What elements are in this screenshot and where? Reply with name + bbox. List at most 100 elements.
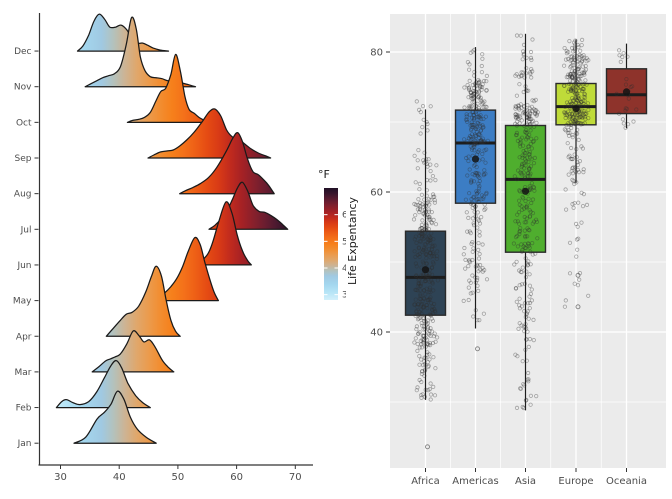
jitter-point [418,338,423,343]
jitter-point [420,104,426,109]
jitter-point [528,155,533,160]
jitter-point [428,250,433,256]
jitter-point [570,177,575,182]
jitter-point [423,355,428,360]
jitter-point [530,221,535,226]
jitter-point [534,108,539,113]
jitter-point [417,330,422,335]
jitter-point [419,225,424,231]
jitter-point [574,180,579,185]
jitter-point [473,126,478,131]
jitter-point [413,336,418,341]
jitter-point [462,245,467,251]
jitter-point [465,119,470,125]
jitter-point [468,50,473,55]
jitter-point [427,357,432,362]
jitter-point [572,181,577,187]
jitter-point [571,98,576,103]
jitter-point [420,259,425,264]
jitter-point [523,398,528,403]
jitter-point [429,265,435,270]
jitter-point [527,152,532,157]
jitter-point [527,116,532,121]
jitter-point [426,207,431,212]
jitter-point [424,119,429,125]
jitter-point [432,243,437,248]
jitter-point [426,238,432,243]
jitter-point [476,114,481,119]
jitter-point [526,115,532,120]
jitter-point [431,384,436,389]
jitter-point [575,120,580,125]
jitter-point [526,377,531,382]
jitter-point [427,312,432,317]
jitter-point [477,93,482,99]
jitter-point [569,75,575,80]
jitter-point [517,303,522,308]
jitter-point [578,61,583,66]
jitter-point [420,369,425,374]
jitter-point [467,78,472,84]
jitter-point [480,85,485,90]
jitter-point [527,208,532,213]
jitter-point [422,362,428,367]
jitter-point [567,130,572,135]
jitter-point [421,117,426,122]
jitter-point [521,111,526,116]
jitter-point [571,114,576,119]
jitter-point [481,125,486,130]
jitter-point [417,377,422,383]
jitter-point [422,207,428,212]
jitter-point [529,136,534,141]
jitter-point [522,161,527,166]
jitter-point [631,119,636,124]
mean-dot [622,88,631,96]
jitter-point [463,197,469,202]
jitter-point [463,266,468,271]
jitter-point [526,227,531,232]
jitter-point [580,108,585,113]
jitter-point [513,235,519,240]
jitter-point [523,157,528,162]
jitter-point [414,273,419,278]
jitter-point [423,203,428,208]
jitter-point [575,167,580,172]
jitter-point [422,235,427,240]
jitter-point [476,135,482,140]
jitter-point [470,290,475,295]
jitter-point [419,232,424,237]
jitter-point [572,281,577,286]
jitter-point [573,42,578,47]
jitter-point [522,220,527,225]
jitter-point [534,113,539,118]
jitter-point [524,108,529,113]
ridge-jan [73,390,157,444]
jitter-point [428,290,433,295]
jitter-point [526,116,532,122]
jitter-point [582,69,587,74]
jitter-point [415,158,420,163]
jitter-point [421,211,426,216]
jitter-point [562,83,567,88]
jitter-point [428,255,433,260]
jitter-point [429,278,434,283]
jitter-point [427,215,432,220]
jitter-point [515,119,520,124]
jitter-point [526,243,531,249]
jitter-point [430,318,436,323]
jitter-point [577,71,582,77]
jitter-point [527,245,532,250]
jitter-point [468,291,473,296]
jitter-point [468,106,473,111]
jitter-point [577,97,582,102]
jitter-point [624,106,629,111]
jitter-point [570,62,575,67]
jitter-point [569,87,574,92]
jitter-point [428,326,433,331]
jitter-point [472,144,477,150]
jitter-point [417,296,422,301]
jitter-point [431,311,436,316]
jitter-point [522,328,527,334]
jitter-point [417,281,422,286]
jitter-point [470,172,475,177]
